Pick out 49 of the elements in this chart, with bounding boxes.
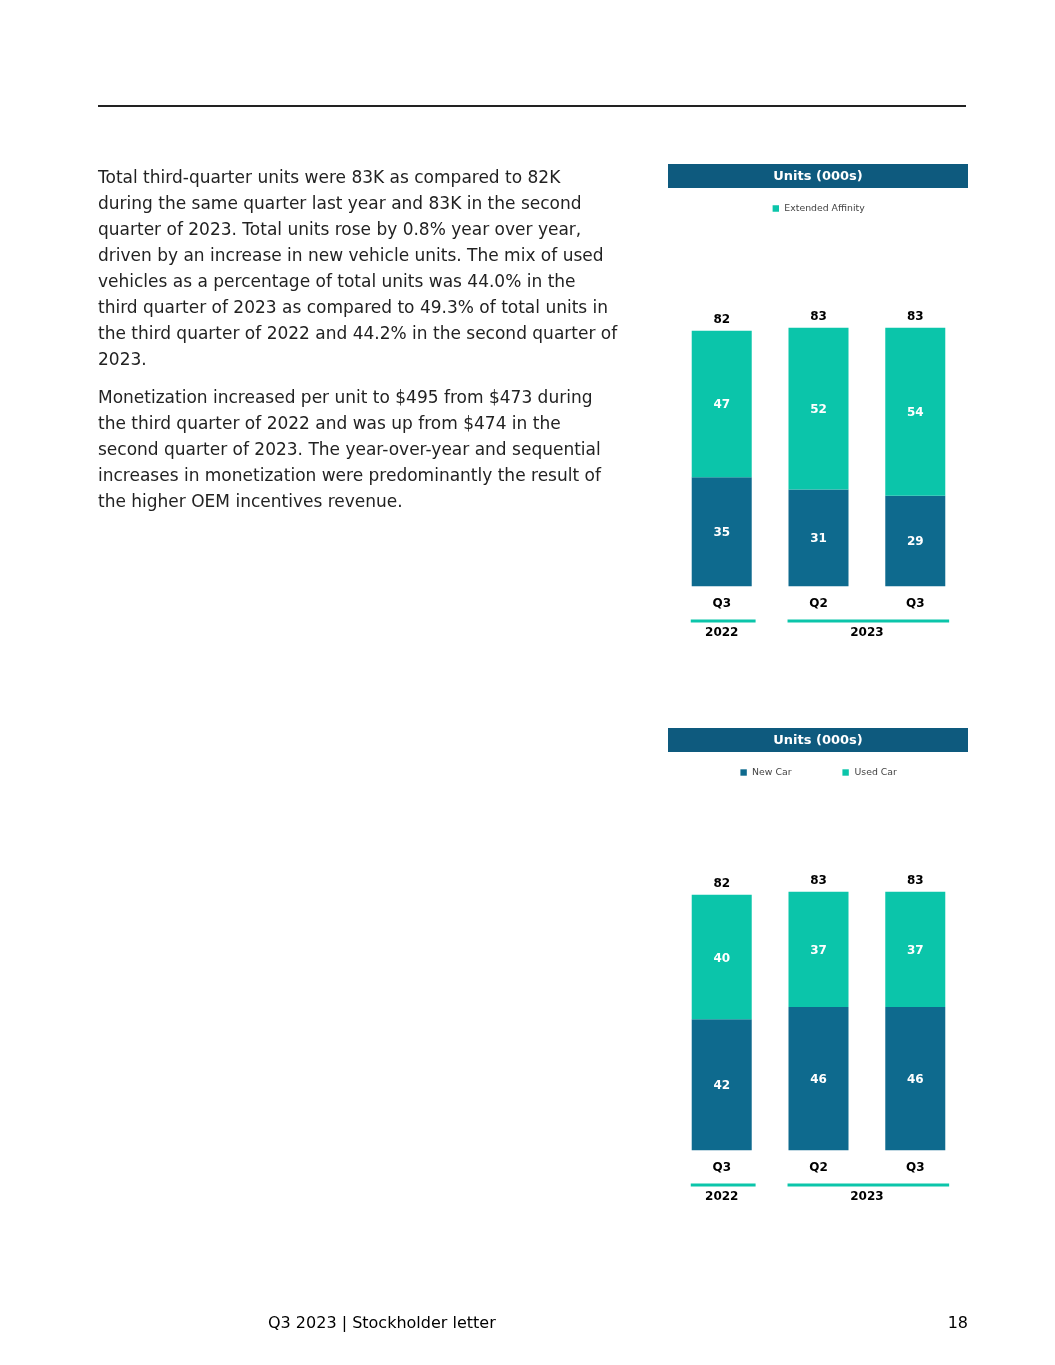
bar [885,891,946,1007]
legend-label: Extended Affinity [784,202,865,213]
data-label: 52 [810,402,827,417]
bar [691,477,752,587]
x-tick-label: Q3 [712,596,732,611]
x-tick-label: Q3 [906,1160,925,1175]
data-label: 46 [906,1072,924,1087]
data-label: 42 [713,1078,731,1093]
text: 2023 [850,625,884,640]
bar [691,1019,752,1151]
total-label: 82 [713,876,731,891]
total-label: 83 [810,872,827,887]
data-label: 40 [713,950,731,965]
data-label: 35 [713,525,731,540]
bar [885,495,946,587]
data-label: 54 [906,405,924,420]
data-label: 47 [713,397,731,412]
text: 2022 [705,625,739,640]
text: 2023 [850,1189,884,1204]
bar [788,1006,849,1151]
bar [885,327,946,496]
text: Total third-quarter units were 83K as compared to 82K during the same quarter last year and 83K in the second quarter of 2023. Total units rose by 0.8% year over year, driven by an increase in new vehicle units. The mix of used vehicles as a percentage of total units was 44.0% in the third quarter of 2023 as compared to 49.3% of total units in the third quarter of 2022 and 44.2% in the second quarter of 2023. [98,166,618,371]
data-label: 37 [810,942,827,957]
bar [691,894,752,1020]
data-label: 29 [906,534,924,549]
x-tick-label: Q3 [906,596,925,611]
text: 18 [947,1312,968,1334]
data-label: 37 [906,942,924,957]
legend-label: Used Car [854,766,897,777]
bar [788,891,849,1007]
chart-title: Units (000s) [773,167,863,185]
bar [691,330,752,478]
text: Monetization increased per unit to $495 from $473 during the third quarter of 2022 and was up from $474 in the second quarter of 2023. The year-over-year and sequential increases in monetization were predominantly the result of the higher OEM incentives revenue. [98,386,603,513]
x-tick-label: Q2 [809,1160,828,1175]
chart-title: Units (000s) [773,731,863,749]
total-label: 83 [906,872,924,887]
bar [885,1006,946,1151]
x-tick-label: Q3 [712,1160,732,1175]
text: Q3 2023 | Stockholder letter [268,1312,496,1334]
total-label: 83 [906,308,924,323]
data-label: 31 [810,531,827,546]
legend-label: New Car [752,766,792,777]
total-label: 83 [810,308,827,323]
total-label: 82 [713,312,731,327]
x-tick-label: Q2 [809,596,828,611]
text: 2022 [705,1189,739,1204]
bar [788,327,849,490]
bar [788,489,849,587]
data-label: 46 [810,1072,827,1087]
